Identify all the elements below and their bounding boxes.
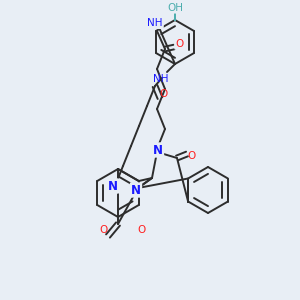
Text: OH: OH — [167, 5, 183, 15]
Text: O: O — [175, 39, 183, 49]
Text: O: O — [138, 225, 146, 235]
Text: O: O — [100, 225, 108, 235]
Text: NH: NH — [153, 74, 169, 84]
Text: N: N — [108, 179, 118, 193]
Text: N: N — [131, 184, 141, 196]
Text: OH: OH — [167, 3, 183, 13]
Text: O: O — [159, 89, 167, 99]
Text: N: N — [153, 143, 163, 157]
Text: O: O — [187, 151, 195, 161]
Text: NH: NH — [147, 18, 163, 28]
